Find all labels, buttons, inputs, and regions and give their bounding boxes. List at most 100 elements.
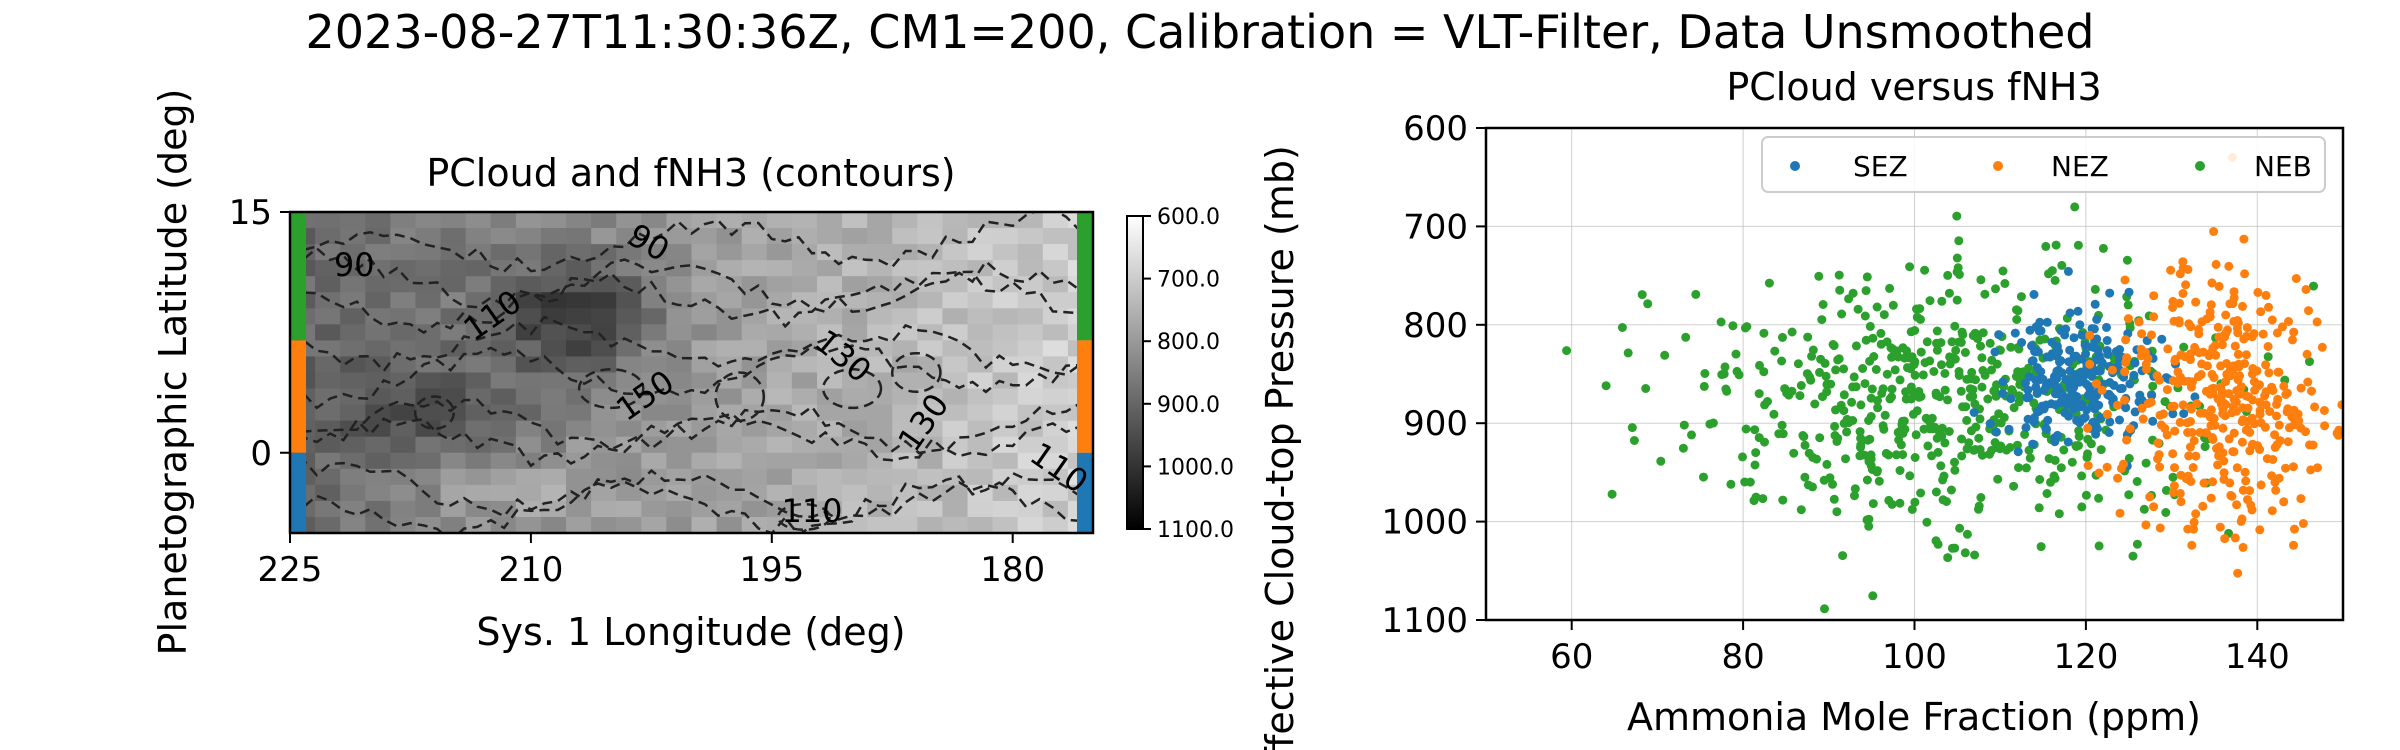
map-cell	[1017, 452, 1044, 470]
scatter-point-neb	[1882, 369, 1892, 379]
map-cell	[942, 388, 969, 406]
map-cell	[641, 324, 667, 341]
scatter-point-neb	[2051, 240, 2061, 250]
scatter-point-neb	[1976, 341, 1985, 351]
map-x-axis-label: Sys. 1 Longitude (deg)	[476, 610, 905, 654]
scatter-point-nez	[2154, 450, 2164, 460]
colorbar-tick-label: 1100.0	[1157, 518, 1234, 543]
scatter-point-sez	[2010, 328, 2020, 338]
scatter-point-sez	[2089, 396, 2099, 406]
map-cell	[942, 452, 969, 470]
pcloud-map-panel: PCloud and fNH3 (contours) 9011090130150…	[151, 89, 1234, 656]
map-cell	[340, 500, 366, 518]
map-cell	[816, 404, 843, 422]
map-cell	[515, 308, 542, 325]
scatter-point-neb	[1699, 381, 1709, 391]
map-cell	[390, 404, 417, 422]
scatter-y-tick-label: 1100	[1381, 601, 1468, 641]
map-cell	[691, 468, 718, 486]
map-cell	[490, 468, 517, 486]
map-cell	[616, 484, 642, 502]
scatter-point-neb	[1758, 494, 1768, 504]
map-cell	[741, 340, 768, 358]
map-cell	[741, 500, 768, 518]
scatter-point-sez	[2081, 349, 2091, 359]
map-cell	[791, 356, 818, 374]
map-cell	[867, 228, 893, 245]
scatter-point-neb	[1839, 406, 1849, 416]
scatter-point-neb	[1950, 465, 1960, 475]
map-cell	[566, 212, 592, 229]
figure-suptitle: 2023-08-27T11:30:36Z, CM1=200, Calibrati…	[306, 5, 2095, 59]
map-cell	[917, 420, 944, 438]
map-cell	[992, 212, 1019, 229]
map-cell	[315, 244, 341, 261]
scatter-point-nez	[2097, 385, 2107, 395]
map-cell	[641, 388, 667, 406]
scatter-point-nez	[2143, 399, 2153, 408]
scatter-point-neb	[1763, 397, 1772, 406]
colorbar-tick-label: 600.0	[1157, 205, 1220, 230]
scatter-point-sez	[1998, 389, 2008, 398]
map-cell	[440, 516, 467, 533]
scatter-point-nez	[2264, 302, 2273, 312]
map-cell	[666, 260, 693, 277]
map-cell	[816, 468, 843, 486]
map-cell	[1042, 468, 1069, 486]
scatter-point-nez	[2261, 400, 2271, 410]
map-cell	[440, 484, 467, 502]
map-cell	[791, 452, 818, 470]
scatter-point-neb	[2123, 300, 2133, 310]
scatter-point-neb	[2009, 403, 2019, 413]
map-cell	[867, 244, 893, 261]
scatter-point-neb	[1716, 317, 1726, 327]
scatter-point-neb	[1641, 384, 1651, 393]
scatter-point-neb	[2047, 266, 2057, 276]
scatter-point-neb	[1802, 369, 1812, 379]
map-cell	[666, 356, 693, 374]
scatter-point-neb	[1629, 436, 1639, 445]
map-cell	[967, 516, 994, 533]
map-cell	[1017, 484, 1044, 502]
scatter-point-nez	[2155, 462, 2165, 472]
scatter-point-sez	[2075, 320, 2085, 330]
scatter-point-neb	[1970, 399, 1980, 409]
scatter-point-nez	[2241, 476, 2251, 486]
scatter-point-neb	[2124, 453, 2134, 463]
scatter-point-nez	[2113, 473, 2123, 483]
map-cell	[842, 340, 868, 358]
map-cell	[716, 372, 743, 390]
scatter-point-neb	[2083, 449, 2092, 459]
scatter-point-nez	[2198, 347, 2208, 357]
scatter-point-neb	[1936, 338, 1946, 348]
scatter-point-nez	[2350, 389, 2359, 398]
scatter-point-nez	[2211, 350, 2221, 360]
map-cell	[415, 292, 442, 309]
scatter-point-neb	[1908, 409, 1918, 419]
scatter-point-neb	[1960, 548, 1970, 558]
scatter-point-neb	[1679, 420, 1689, 430]
map-cell	[616, 228, 642, 245]
map-cell	[992, 340, 1019, 358]
colorbar-tick-label: 900.0	[1157, 393, 1220, 418]
map-cell	[465, 212, 492, 229]
scatter-point-neb	[1905, 471, 1915, 481]
map-cell	[766, 452, 793, 470]
map-cell	[415, 484, 442, 502]
scatter-point-nez	[2303, 377, 2313, 387]
map-cell	[791, 484, 818, 502]
scatter-point-nez	[2307, 386, 2316, 396]
scatter-point-nez	[2306, 465, 2316, 475]
map-cell	[415, 212, 442, 229]
map-cell	[566, 372, 592, 390]
scatter-point-nez	[2209, 373, 2219, 383]
scatter-point-neb	[1933, 447, 1943, 457]
map-y-axis-label: Planetographic Latitude (deg)	[151, 89, 195, 656]
scatter-point-neb	[1991, 284, 2000, 294]
map-cell	[365, 452, 391, 470]
map-cell	[967, 308, 994, 325]
scatter-point-nez	[2184, 451, 2194, 461]
map-cell	[992, 468, 1019, 486]
scatter-point-neb	[1828, 340, 1838, 349]
scatter-point-neb	[1937, 423, 1947, 433]
